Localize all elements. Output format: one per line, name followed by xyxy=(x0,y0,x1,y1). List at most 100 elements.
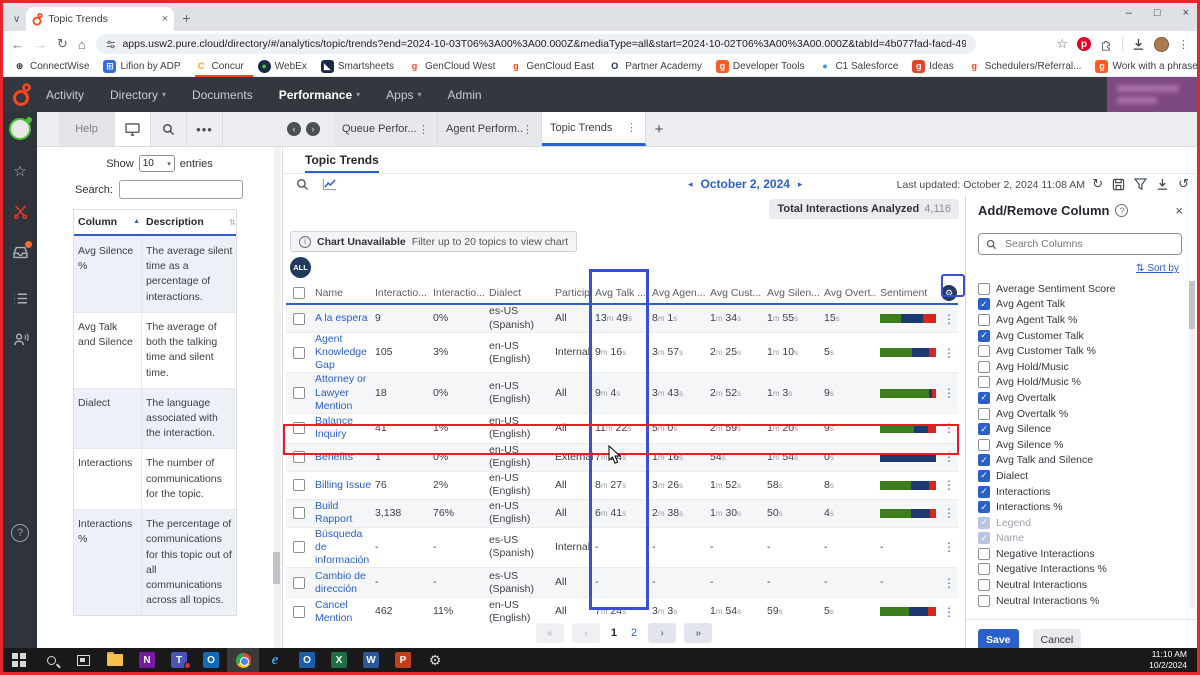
scrollbar-thumb[interactable] xyxy=(1189,281,1195,329)
bookmark-item[interactable]: g Schedulers/Referral... xyxy=(967,60,1081,73)
tab-close-icon[interactable]: × xyxy=(161,13,169,25)
browser-menu-kebab-icon[interactable]: ⋮ xyxy=(1178,38,1189,51)
cancel-button[interactable]: Cancel xyxy=(1032,629,1082,650)
help-search-input[interactable] xyxy=(118,180,243,199)
kebab-icon[interactable]: ⋮ xyxy=(418,123,429,136)
column-option[interactable]: ✓ Dialect xyxy=(978,468,1178,484)
option-checkbox[interactable] xyxy=(978,438,990,451)
previous-page-button[interactable]: ‹ xyxy=(571,623,600,643)
row-checkbox[interactable] xyxy=(293,605,305,618)
kebab-icon[interactable]: ⋮ xyxy=(626,122,637,134)
column-option[interactable]: ✓ Avg Customer Talk xyxy=(978,328,1178,344)
page-title-tab[interactable]: Topic Trends xyxy=(305,153,379,174)
column-header[interactable]: Avg Silen... xyxy=(767,287,820,299)
filter-icon[interactable] xyxy=(1134,178,1148,190)
help-circle-icon[interactable]: ? xyxy=(11,524,29,542)
next-day-icon[interactable]: ▸ xyxy=(797,178,803,189)
help-panel-scrollbar[interactable] xyxy=(273,147,281,648)
row-checkbox[interactable] xyxy=(293,346,305,359)
column-search-input[interactable] xyxy=(1003,237,1163,251)
window-minimize-button[interactable]: – xyxy=(1125,7,1132,19)
nav-item-directory[interactable]: Directory ▾ xyxy=(110,88,166,102)
column-option[interactable]: ✓ Interactions % xyxy=(978,499,1178,515)
row-kebab-icon[interactable]: ⋮ xyxy=(943,421,955,436)
internet-explorer-icon[interactable]: e xyxy=(259,648,291,672)
genesys-logo-icon[interactable] xyxy=(12,82,32,107)
agents-icon[interactable] xyxy=(12,331,29,348)
option-checkbox[interactable]: ✓ xyxy=(978,298,990,311)
column-option[interactable]: Neutral Interactions xyxy=(978,577,1178,593)
user-presence-avatar[interactable] xyxy=(9,117,32,140)
topic-name-link[interactable]: A la espera xyxy=(315,311,368,324)
row-checkbox[interactable] xyxy=(293,541,305,554)
column-option[interactable]: ✓ Avg Agent Talk xyxy=(978,297,1178,313)
row-checkbox[interactable] xyxy=(293,451,305,464)
tab-search-chevron-icon[interactable]: ∨ xyxy=(13,14,21,25)
column-header[interactable]: Interactio... xyxy=(375,287,427,299)
topic-name-link[interactable]: Attorney or Lawyer Mention xyxy=(315,373,367,412)
topic-name-link[interactable]: Build Rapport xyxy=(315,500,353,526)
excel-icon[interactable]: X xyxy=(323,648,355,672)
home-icon[interactable]: ⌂ xyxy=(77,36,86,52)
toolbar-search-button[interactable] xyxy=(151,112,187,146)
option-checkbox[interactable]: ✓ xyxy=(978,485,990,498)
export-download-icon[interactable] xyxy=(1156,178,1169,191)
column-option[interactable]: Average Sentiment Score xyxy=(978,281,1178,297)
all-topics-chip[interactable]: ALL xyxy=(290,257,311,278)
column-header[interactable]: Column ▲ xyxy=(78,216,140,228)
column-header[interactable]: Interactio... xyxy=(433,287,485,299)
workspace-tab[interactable]: Queue Perfor... ⋮ xyxy=(334,112,438,146)
favorites-star-icon[interactable]: ☆ xyxy=(13,163,27,180)
dashboard-monitor-button[interactable] xyxy=(115,112,151,146)
list-icon[interactable] xyxy=(12,290,29,307)
save-view-icon[interactable] xyxy=(1112,178,1125,191)
row-kebab-icon[interactable]: ⋮ xyxy=(943,386,955,401)
bookmark-item[interactable]: C Concur xyxy=(194,60,244,73)
column-option[interactable]: Negative Interactions xyxy=(978,546,1178,562)
bookmark-item[interactable]: ⊞ Lifion by ADP xyxy=(103,60,181,73)
topic-name-link[interactable]: Cancel Mention xyxy=(315,598,353,624)
option-checkbox[interactable]: ✓ xyxy=(978,391,990,404)
option-checkbox[interactable] xyxy=(978,282,990,295)
help-tab[interactable]: Help xyxy=(59,112,115,146)
column-search-box[interactable] xyxy=(978,233,1182,255)
column-header[interactable]: Name xyxy=(315,287,344,299)
nav-item-admin[interactable]: Admin xyxy=(448,88,482,102)
row-checkbox[interactable] xyxy=(293,507,305,520)
row-checkbox[interactable] xyxy=(293,312,305,325)
nav-item-apps[interactable]: Apps ▾ xyxy=(386,88,421,102)
option-checkbox[interactable]: ✓ xyxy=(978,469,990,482)
bookmark-item[interactable]: g GenCloud East xyxy=(509,60,594,73)
option-checkbox[interactable]: ✓ xyxy=(978,423,990,436)
page-size-select[interactable]: 10 ▾ xyxy=(138,155,175,172)
scroll-tabs-left-button[interactable]: ‹ xyxy=(287,122,301,136)
option-checkbox[interactable]: ✓ xyxy=(978,454,990,467)
workspace-tab[interactable]: Topic Trends ⋮ xyxy=(542,112,646,146)
forward-icon[interactable]: → xyxy=(34,36,47,52)
option-checkbox[interactable] xyxy=(978,547,990,560)
browser-profile-avatar[interactable] xyxy=(1154,36,1169,52)
column-option[interactable]: Avg Customer Talk % xyxy=(978,343,1178,359)
column-option[interactable]: Avg Hold/Music % xyxy=(978,375,1178,391)
row-kebab-icon[interactable]: ⋮ xyxy=(943,540,955,555)
column-header[interactable]: Avg Talk ... xyxy=(595,287,646,299)
collaborate-icon[interactable] xyxy=(12,203,29,220)
scrollbar-thumb[interactable] xyxy=(273,552,280,584)
column-option[interactable]: ✓ Avg Silence xyxy=(978,421,1178,437)
reload-icon[interactable]: ↻ xyxy=(57,36,68,51)
option-checkbox[interactable] xyxy=(978,594,990,607)
column-option[interactable]: ✓ Legend xyxy=(978,515,1178,531)
column-settings-gear-icon[interactable]: ⚙ xyxy=(941,285,957,301)
header-checkbox[interactable] xyxy=(293,287,305,299)
chart-line-icon[interactable] xyxy=(322,178,337,191)
row-kebab-icon[interactable]: ⋮ xyxy=(943,478,955,493)
column-option[interactable]: ✓ Interactions xyxy=(978,484,1178,500)
topic-name-link[interactable]: Benefits xyxy=(315,450,353,463)
chrome-icon[interactable] xyxy=(227,648,259,672)
first-page-button[interactable]: « xyxy=(535,623,564,643)
option-checkbox[interactable]: ✓ xyxy=(978,329,990,342)
option-checkbox[interactable] xyxy=(978,313,990,326)
taskbar-clock[interactable]: 11:10 AM 10/2/2024 xyxy=(1149,649,1197,671)
column-header[interactable]: Sentiment xyxy=(880,287,928,299)
topic-name-link[interactable]: Billing Issue xyxy=(315,478,372,491)
